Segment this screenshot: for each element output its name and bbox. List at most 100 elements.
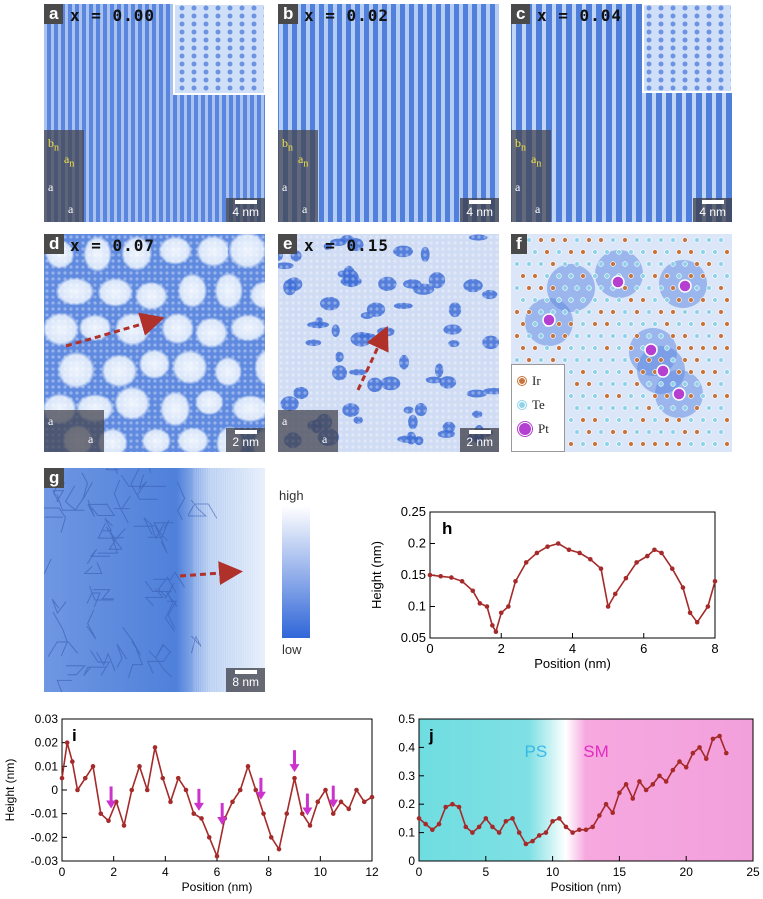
data-point <box>570 830 575 835</box>
data-point <box>657 773 662 779</box>
data-point <box>630 796 636 801</box>
data-point <box>261 811 266 816</box>
data-point <box>659 550 664 556</box>
data-point <box>566 547 572 553</box>
data-point <box>513 579 518 584</box>
data-point <box>694 619 700 625</box>
x-tick-label: 5 <box>482 865 489 879</box>
axis-a2: a <box>68 202 74 216</box>
data-point <box>652 547 657 553</box>
x-axis-label: Position (nm) <box>182 880 253 894</box>
data-point <box>416 816 422 821</box>
colorbar-low-label: low <box>282 642 302 657</box>
data-point <box>583 827 589 833</box>
data-point <box>723 750 729 756</box>
data-point <box>612 591 618 597</box>
data-point <box>121 823 127 828</box>
data-point <box>427 572 433 578</box>
axis-a1: a <box>48 180 54 194</box>
y-tick-label: 0.15 <box>401 567 426 582</box>
colorbar-high-label: high <box>279 488 304 503</box>
y-tick-label: -0.03 <box>31 854 59 868</box>
plot-frame <box>429 511 716 639</box>
scale-bar-a: 4 nm <box>226 198 265 222</box>
stm-panel-d: d x = 0.07 a a 2 nm <box>44 234 265 452</box>
x-tick-label: 10 <box>546 865 560 879</box>
legend-item-te: Te <box>518 397 564 413</box>
data-point <box>456 804 462 810</box>
panel-label-a: a <box>44 4 64 24</box>
legend-marker <box>518 401 526 409</box>
data-point <box>90 764 96 769</box>
data-point <box>603 801 609 807</box>
legend-label: Te <box>532 397 545 412</box>
axis-indicator-b: bn an a a <box>278 130 318 222</box>
stm-image-c <box>511 4 732 222</box>
x-tick-label: 15 <box>613 865 627 879</box>
data-point <box>710 736 716 742</box>
data-point <box>483 816 489 821</box>
legend-item-pt: Pt <box>518 421 564 437</box>
composition-label-c: x = 0.04 <box>537 6 623 25</box>
data-point <box>712 579 718 584</box>
x-tick-label: 0 <box>59 865 66 879</box>
defect-marker-arrow <box>302 793 313 816</box>
data-point <box>588 556 593 562</box>
data-point <box>438 573 443 579</box>
legend-marker <box>518 422 532 436</box>
region-label-ps: PS <box>525 742 548 761</box>
data-point <box>443 804 449 810</box>
data-point <box>598 566 604 571</box>
data-point <box>175 775 181 781</box>
stm-panel-g: g 8 nm <box>44 468 265 692</box>
colorbar <box>282 506 310 638</box>
plot-frame <box>418 718 754 862</box>
panel-label-e: e <box>278 234 298 254</box>
line-cut-arrow-g <box>179 561 243 586</box>
y-tick-label: 0.2 <box>408 536 426 551</box>
scale-bar-c: 4 nm <box>693 198 732 222</box>
data-point <box>70 759 75 764</box>
data-point <box>705 604 711 609</box>
y-tick-label: 0 <box>51 783 58 797</box>
data-point <box>577 550 582 556</box>
panel-label-f: f <box>511 234 527 254</box>
data-point <box>245 764 251 769</box>
y-tick-label: 0.05 <box>401 630 426 645</box>
data-point <box>683 764 689 770</box>
composition-label-a: x = 0.00 <box>70 6 156 25</box>
data-point <box>276 846 282 852</box>
panel-label-h: h <box>442 519 452 538</box>
composition-label-d: x = 0.07 <box>70 236 156 255</box>
series-line <box>429 542 716 634</box>
defect-marker-arrow <box>106 786 117 809</box>
data-point <box>476 824 482 830</box>
data-point <box>663 779 669 784</box>
y-tick-label: 0.03 <box>35 712 59 726</box>
data-point <box>284 811 290 816</box>
stm-panel-c: c x = 0.04 bn an a a 4 nm <box>511 4 732 222</box>
region-label-sm: SM <box>583 742 609 761</box>
data-point <box>361 799 367 805</box>
y-tick-label: 0.25 <box>401 504 426 519</box>
y-axis-label: Height (nm) <box>369 541 384 609</box>
defect-marker-arrow <box>289 750 300 773</box>
data-point <box>717 733 722 739</box>
data-point <box>129 787 135 793</box>
stm-image-g <box>44 468 265 692</box>
y-axis-label: Height (nm) <box>3 759 17 822</box>
data-point <box>555 541 561 546</box>
panel-label-g: g <box>44 468 65 488</box>
y-tick-label: 0.3 <box>398 769 415 783</box>
data-point <box>523 560 529 565</box>
data-point <box>650 782 656 787</box>
data-point <box>64 740 70 745</box>
data-point <box>214 853 220 859</box>
legend-marker <box>518 377 526 385</box>
axis-indicator-c: bn an a a <box>511 130 551 222</box>
data-point <box>144 787 150 793</box>
x-tick-label: 2 <box>110 865 117 879</box>
data-point <box>82 775 88 781</box>
data-point <box>563 824 569 830</box>
legend-item-ir: Ir <box>518 373 564 389</box>
